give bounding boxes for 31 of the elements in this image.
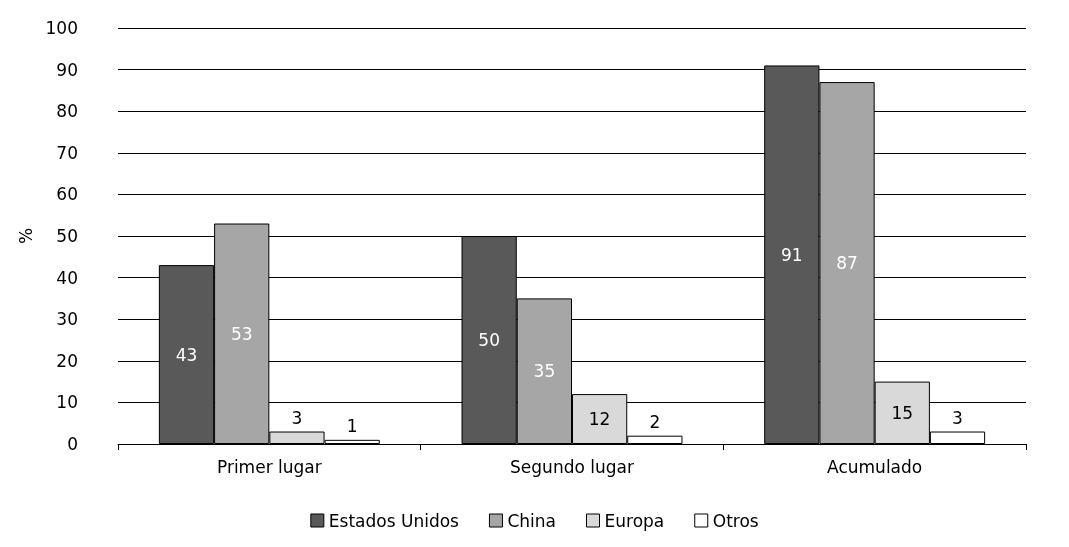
y-tick-label: 90 <box>56 59 78 80</box>
data-label: 3 <box>952 408 963 429</box>
data-label: 50 <box>478 330 500 350</box>
data-label: 53 <box>230 323 253 344</box>
legend-label: Otros <box>712 510 759 531</box>
y-tick-label: 50 <box>56 226 78 246</box>
data-label: 43 <box>175 344 198 365</box>
data-label: 15 <box>891 402 914 423</box>
y-tick-label: 0 <box>67 434 78 454</box>
data-label: 1 <box>346 416 358 437</box>
x-tick-label: Acumulado <box>827 456 923 477</box>
data-label: 12 <box>588 409 611 430</box>
data-label: 3 <box>291 408 303 429</box>
y-tick-label: 100 <box>45 18 78 38</box>
data-label: 35 <box>533 361 556 382</box>
y-axis-title: % <box>16 227 37 245</box>
legend-label: Estados Unidos <box>328 510 460 531</box>
y-tick-label: 10 <box>56 392 78 413</box>
y-tick-label: 80 <box>56 101 78 122</box>
legend-label: China <box>507 510 557 531</box>
y-tick-label: 70 <box>56 142 78 163</box>
data-label: 91 <box>780 244 803 265</box>
y-tick-label: 40 <box>56 267 78 288</box>
y-tick-label: 30 <box>56 309 78 330</box>
legend-label: Europa <box>604 510 665 531</box>
x-tick-label: Primer lugar <box>216 456 322 477</box>
y-tick-label: 60 <box>56 184 78 205</box>
x-tick-label: Segundo lugar <box>510 456 634 477</box>
y-tick-label: 20 <box>56 350 78 371</box>
data-label: 87 <box>836 253 858 274</box>
data-label: 2 <box>649 412 661 433</box>
